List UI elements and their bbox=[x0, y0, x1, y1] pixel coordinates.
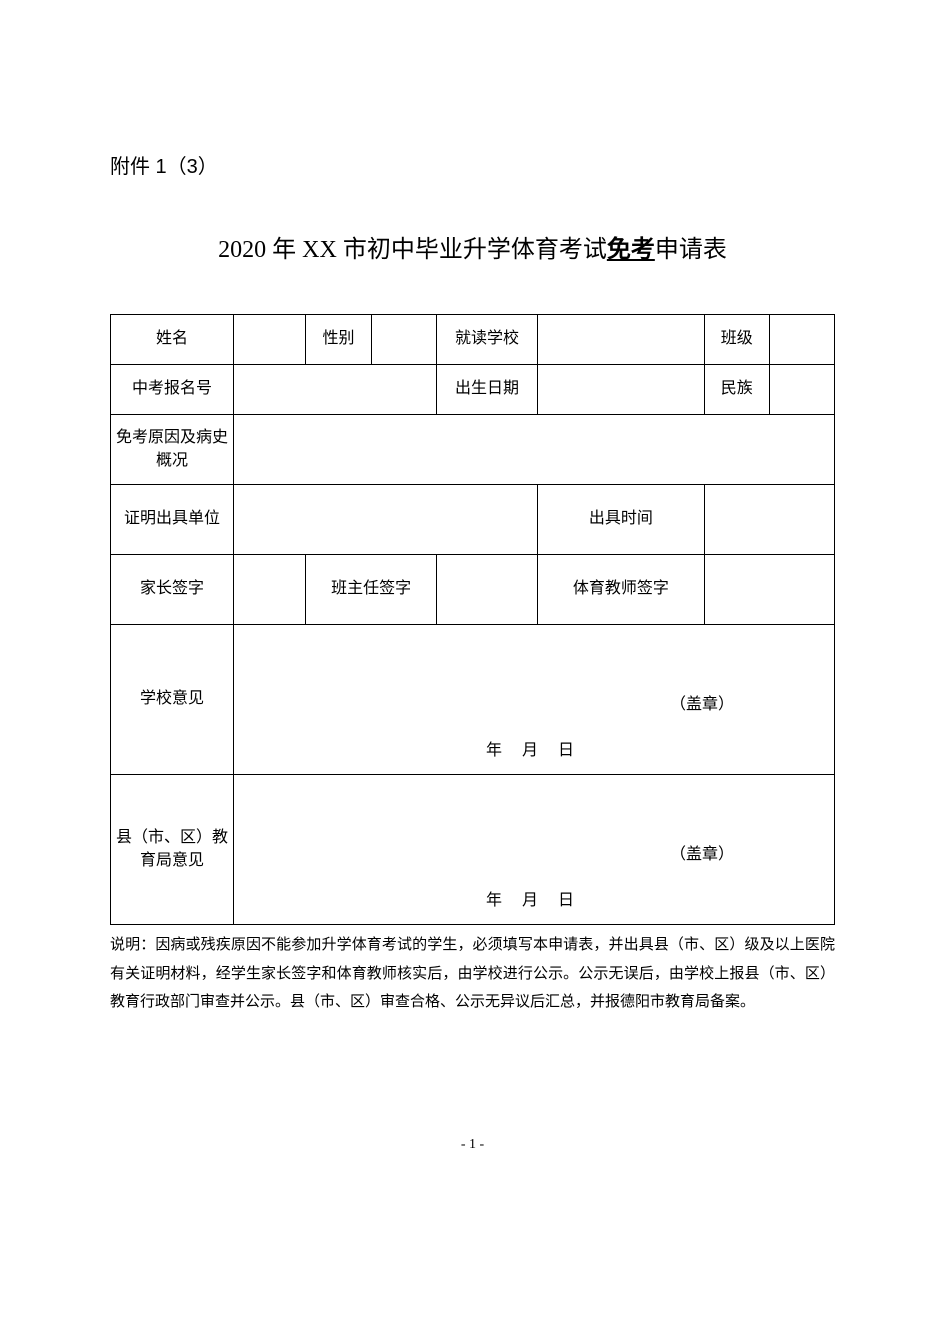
date-line-1: 年 月 日 bbox=[486, 740, 582, 762]
title-bold: 免考 bbox=[607, 236, 655, 263]
form-title: 2020 年 XX 市初中毕业升学体育考试免考申请表 bbox=[110, 229, 835, 264]
label-teacher-sign: 班主任签字 bbox=[306, 555, 436, 625]
title-prefix: 2020 年 XX 市初中毕业升学体育考试 bbox=[218, 237, 607, 263]
field-pe-teacher-sign bbox=[704, 555, 834, 625]
label-school-opinion: 学校意见 bbox=[111, 625, 234, 775]
label-exam-reg: 中考报名号 bbox=[111, 365, 234, 415]
label-county-opinion: 县（市、区）教育局意见 bbox=[111, 775, 234, 925]
field-class bbox=[769, 315, 834, 365]
field-birth-date bbox=[538, 365, 705, 415]
label-birth-date: 出生日期 bbox=[436, 365, 537, 415]
field-cert-unit bbox=[234, 485, 538, 555]
field-cert-time bbox=[704, 485, 834, 555]
field-gender bbox=[371, 315, 436, 365]
date-line-2: 年 月 日 bbox=[486, 890, 582, 912]
field-parent-sign bbox=[234, 555, 306, 625]
field-school-opinion: （盖章） 年 月 日 bbox=[234, 625, 835, 775]
label-cert-unit: 证明出具单位 bbox=[111, 485, 234, 555]
label-school: 就读学校 bbox=[436, 315, 537, 365]
field-county-opinion: （盖章） 年 月 日 bbox=[234, 775, 835, 925]
label-reason: 免考原因及病史概况 bbox=[111, 415, 234, 485]
stamp-text-1: （盖章） bbox=[670, 694, 734, 716]
stamp-text-2: （盖章） bbox=[670, 844, 734, 866]
label-ethnicity: 民族 bbox=[704, 365, 769, 415]
page-number: - 1 - bbox=[110, 1137, 835, 1153]
field-exam-reg bbox=[234, 365, 437, 415]
instructions-text: 说明：因病或残疾原因不能参加升学体育考试的学生，必须填写本申请表，并出具县（市、… bbox=[110, 931, 835, 1017]
attachment-label: 附件 1（3） bbox=[110, 150, 835, 179]
label-pe-teacher-sign: 体育教师签字 bbox=[538, 555, 705, 625]
application-form-table: 姓名 性别 就读学校 班级 中考报名号 出生日期 民族 免考原因及病史概况 证明… bbox=[110, 314, 835, 925]
label-parent-sign: 家长签字 bbox=[111, 555, 234, 625]
label-class: 班级 bbox=[704, 315, 769, 365]
field-school bbox=[538, 315, 705, 365]
field-ethnicity bbox=[769, 365, 834, 415]
label-cert-time: 出具时间 bbox=[538, 485, 705, 555]
title-suffix: 申请表 bbox=[655, 237, 727, 263]
field-reason bbox=[234, 415, 835, 485]
label-gender: 性别 bbox=[306, 315, 371, 365]
field-teacher-sign bbox=[436, 555, 537, 625]
label-name: 姓名 bbox=[111, 315, 234, 365]
field-name bbox=[234, 315, 306, 365]
